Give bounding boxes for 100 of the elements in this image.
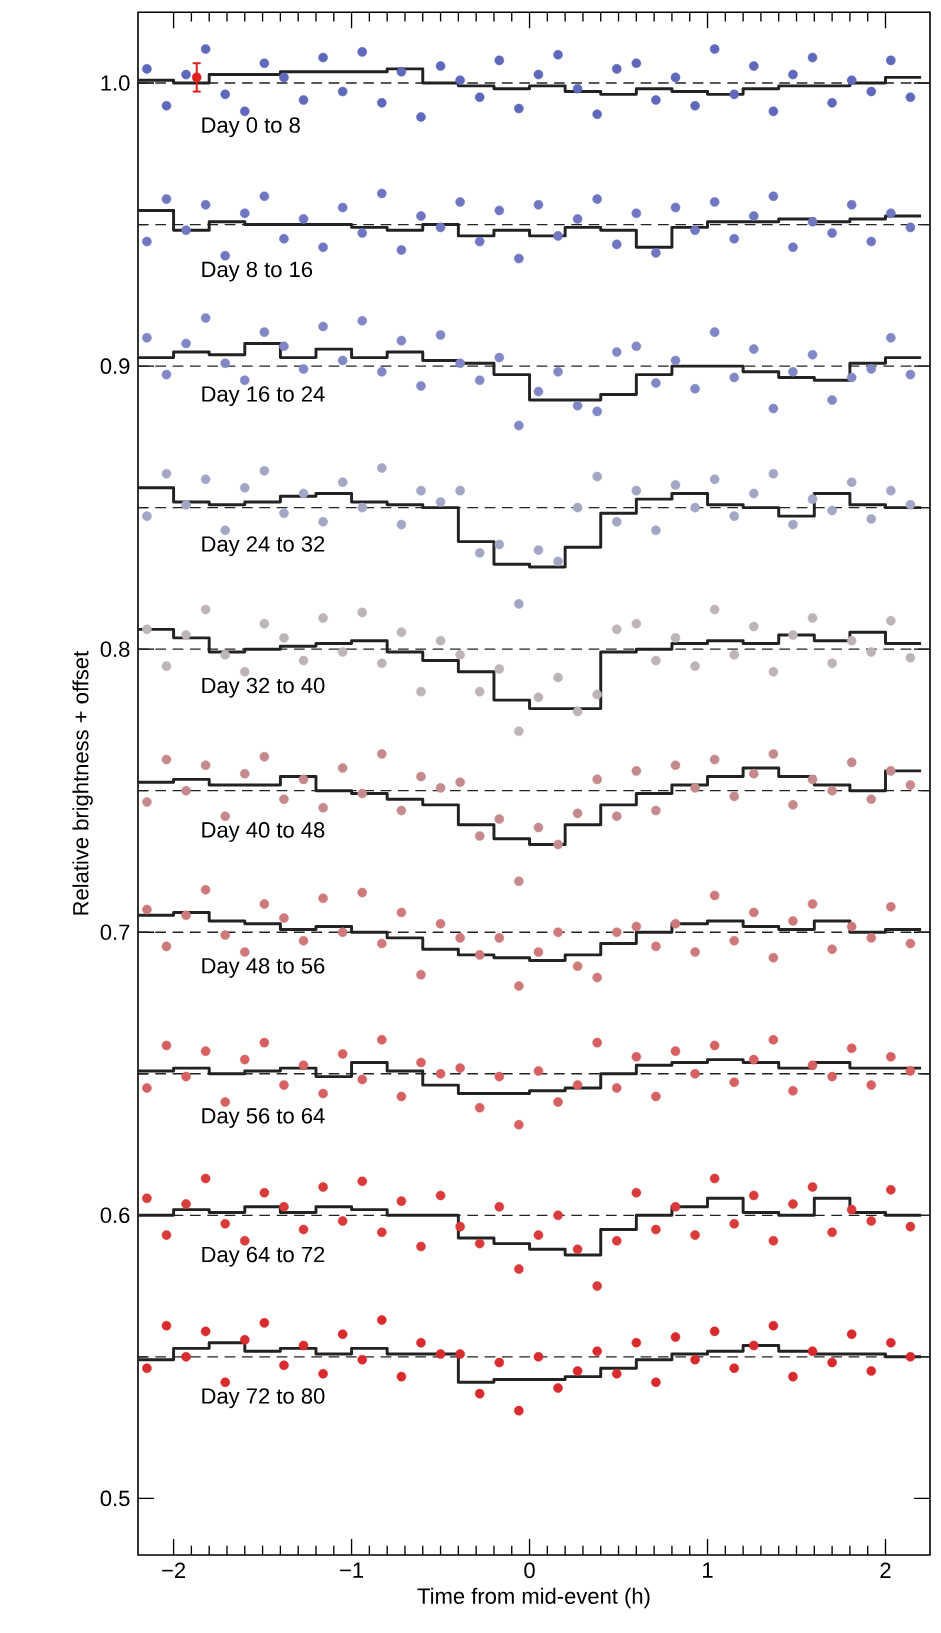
point: [807, 349, 818, 360]
point: [533, 545, 544, 555]
point: [259, 58, 270, 69]
point: [572, 961, 583, 972]
point: [357, 788, 368, 799]
point: [592, 406, 602, 417]
point: [435, 918, 446, 929]
point: [886, 332, 896, 343]
point: [337, 86, 348, 97]
point: [886, 1337, 896, 1348]
point: [239, 106, 250, 117]
point: [416, 485, 426, 496]
point: [905, 500, 916, 510]
point: [768, 1320, 779, 1331]
point: [416, 1057, 426, 1068]
point: [455, 933, 465, 943]
point: [142, 624, 152, 635]
point: [866, 933, 877, 943]
point: [592, 689, 602, 700]
point: [318, 802, 328, 813]
point: [709, 197, 720, 207]
point: [788, 519, 798, 530]
point: [357, 47, 368, 57]
point: [553, 366, 563, 377]
point: [298, 1340, 309, 1351]
y-tick-label: 0.6: [100, 1207, 130, 1224]
point: [416, 969, 426, 980]
point: [690, 1068, 700, 1079]
point: [279, 913, 289, 923]
point: [259, 191, 270, 202]
point: [827, 395, 837, 405]
point: [690, 383, 700, 394]
point: [259, 751, 270, 762]
x-tick-label: −2: [162, 1562, 186, 1578]
point: [768, 1235, 779, 1246]
point: [455, 650, 465, 660]
point: [768, 106, 779, 117]
point: [337, 202, 348, 213]
series-label: Day 24 to 32: [202, 536, 325, 557]
point: [357, 1176, 368, 1187]
point: [846, 477, 857, 487]
point: [318, 893, 328, 904]
point: [181, 630, 191, 640]
point: [220, 525, 231, 536]
point: [729, 1363, 740, 1373]
point: [142, 64, 152, 74]
y-tick-label: 0.8: [100, 641, 130, 657]
point: [298, 214, 309, 224]
point: [846, 921, 857, 932]
point: [533, 947, 544, 957]
point: [846, 199, 857, 210]
point: [435, 1068, 446, 1079]
point: [788, 1371, 798, 1382]
point: [905, 780, 916, 790]
point: [474, 548, 485, 558]
point: [886, 55, 896, 66]
point: [768, 403, 779, 414]
point: [748, 61, 759, 71]
point: [788, 630, 798, 640]
point: [553, 672, 563, 683]
point: [337, 927, 348, 938]
point: [748, 768, 759, 779]
point: [181, 1352, 191, 1362]
point: [220, 1377, 231, 1388]
point: [318, 1369, 328, 1379]
point: [651, 378, 661, 388]
series-label: Day 16 to 24: [202, 386, 325, 407]
point: [846, 1329, 857, 1339]
point: [239, 947, 250, 957]
point: [611, 64, 622, 74]
point: [474, 375, 485, 386]
point: [533, 199, 544, 210]
point: [377, 749, 387, 759]
series-label: Day 72 to 80: [202, 1388, 325, 1409]
point: [651, 525, 661, 536]
point: [611, 1369, 622, 1379]
point: [748, 488, 759, 499]
point: [651, 1224, 661, 1235]
point: [807, 52, 818, 63]
point: [142, 797, 152, 807]
point: [827, 505, 837, 516]
point: [220, 811, 231, 821]
point: [161, 661, 172, 671]
point: [181, 500, 191, 510]
point: [592, 109, 602, 119]
point: [729, 1077, 740, 1088]
point: [572, 1080, 583, 1090]
point: [651, 655, 661, 666]
point: [748, 344, 759, 354]
point: [259, 1037, 270, 1048]
point: [670, 918, 681, 929]
point: [572, 400, 583, 411]
point: [318, 1182, 328, 1192]
point: [670, 72, 681, 83]
point: [709, 604, 720, 615]
point: [768, 667, 779, 677]
point: [631, 1051, 642, 1062]
point: [416, 112, 426, 122]
point: [533, 1066, 544, 1076]
point: [553, 231, 563, 241]
